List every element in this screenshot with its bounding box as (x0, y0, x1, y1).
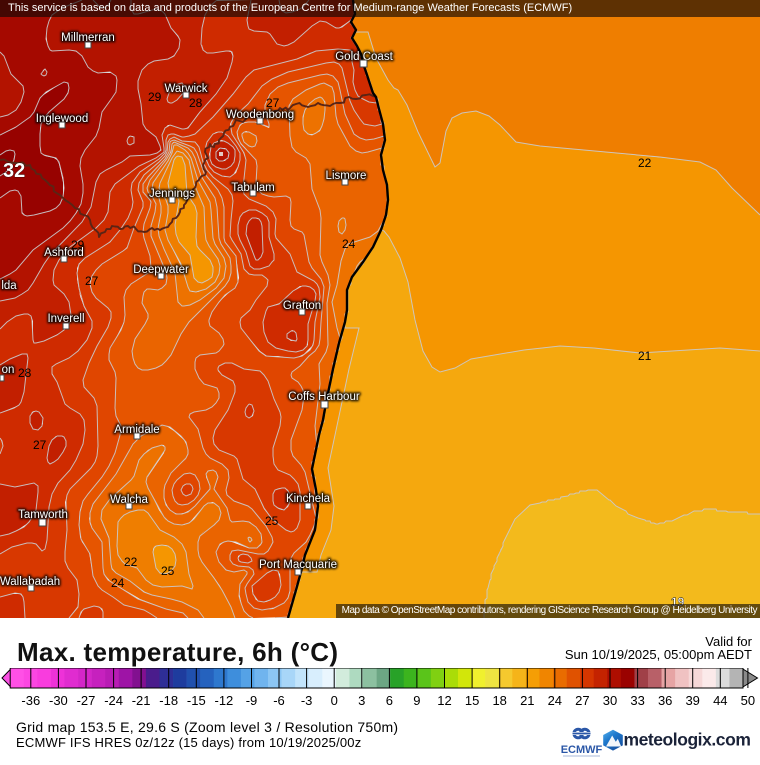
svg-text:ECMWF: ECMWF (561, 744, 603, 756)
svg-text:21: 21 (520, 693, 534, 708)
svg-text:Woodenbong: Woodenbong (226, 109, 294, 121)
svg-text:18: 18 (492, 693, 506, 708)
svg-text:Armidale: Armidale (114, 424, 159, 436)
svg-text:Kinchela: Kinchela (286, 493, 331, 505)
svg-text:meteologix.com: meteologix.com (624, 730, 751, 750)
svg-text:22: 22 (124, 555, 138, 569)
svg-text:Deepwater: Deepwater (133, 264, 189, 276)
svg-text:Port Macquarie: Port Macquarie (259, 559, 337, 571)
svg-text:Armidale: Armidale (114, 424, 159, 436)
svg-text:Tabulam: Tabulam (231, 182, 274, 194)
svg-text:Lismore: Lismore (326, 170, 367, 182)
svg-text:Coffs Harbour: Coffs Harbour (288, 391, 360, 403)
svg-text:Walcha: Walcha (110, 494, 149, 506)
svg-text:Tamworth: Tamworth (18, 509, 68, 521)
svg-text:39: 39 (685, 693, 699, 708)
svg-text:-36: -36 (21, 693, 40, 708)
svg-text:32: 32 (3, 160, 25, 182)
svg-text:Warwick: Warwick (164, 83, 207, 95)
svg-text:-15: -15 (187, 693, 206, 708)
svg-text:lda: lda (1, 280, 17, 292)
svg-text:Wallabadah: Wallabadah (0, 576, 60, 588)
svg-text:-21: -21 (132, 693, 151, 708)
svg-text:Jennings: Jennings (149, 188, 195, 200)
svg-text:29: 29 (71, 238, 85, 252)
svg-text:24: 24 (548, 693, 562, 708)
svg-text:33: 33 (630, 693, 644, 708)
svg-text:Ashford: Ashford (44, 247, 84, 259)
svg-text:Millmerran: Millmerran (61, 32, 115, 44)
svg-text:on: on (2, 364, 15, 376)
svg-text:Walcha: Walcha (110, 494, 149, 506)
svg-text:22: 22 (638, 156, 652, 170)
svg-text:21: 21 (638, 349, 652, 363)
svg-text:-30: -30 (49, 693, 68, 708)
svg-text:-12: -12 (215, 693, 234, 708)
svg-text:3: 3 (358, 693, 365, 708)
svg-text:Gold Coast: Gold Coast (335, 51, 393, 63)
svg-text:0: 0 (331, 693, 338, 708)
svg-text:Gold Coast: Gold Coast (335, 51, 393, 63)
svg-text:27: 27 (575, 693, 589, 708)
svg-text:Inverell: Inverell (47, 313, 84, 325)
svg-text:25: 25 (161, 564, 175, 578)
svg-text:Tamworth: Tamworth (18, 509, 68, 521)
svg-text:on: on (2, 364, 15, 376)
svg-text:25: 25 (265, 514, 279, 528)
svg-text:24: 24 (111, 576, 125, 590)
svg-text:27: 27 (266, 96, 280, 110)
svg-text:-6: -6 (273, 693, 285, 708)
svg-text:Coffs Harbour: Coffs Harbour (288, 391, 360, 403)
svg-text:30: 30 (603, 693, 617, 708)
svg-text:Ashford: Ashford (44, 247, 84, 259)
svg-text:Grafton: Grafton (283, 300, 321, 312)
svg-text:lda: lda (1, 280, 17, 292)
svg-text:15: 15 (465, 693, 479, 708)
svg-text:-18: -18 (159, 693, 178, 708)
svg-text:Port Macquarie: Port Macquarie (259, 559, 337, 571)
svg-text:44: 44 (713, 693, 727, 708)
svg-text:Inverell: Inverell (47, 313, 84, 325)
svg-text:Millmerran: Millmerran (61, 32, 115, 44)
svg-text:Deepwater: Deepwater (133, 264, 189, 276)
svg-text:Warwick: Warwick (164, 83, 207, 95)
svg-text:9: 9 (413, 693, 420, 708)
svg-text:24: 24 (342, 237, 356, 251)
svg-text:Kinchela: Kinchela (286, 493, 331, 505)
svg-text:36: 36 (658, 693, 672, 708)
svg-text:27: 27 (85, 274, 99, 288)
svg-text:6: 6 (386, 693, 393, 708)
svg-text:Grafton: Grafton (283, 300, 321, 312)
svg-text:28: 28 (18, 366, 32, 380)
svg-text:12: 12 (437, 693, 451, 708)
svg-text:Wallabadah: Wallabadah (0, 576, 60, 588)
svg-text:-3: -3 (301, 693, 313, 708)
svg-text:-27: -27 (77, 693, 96, 708)
svg-text:Jennings: Jennings (149, 188, 195, 200)
svg-text:Lismore: Lismore (326, 170, 367, 182)
svg-text:27: 27 (33, 438, 47, 452)
svg-text:28: 28 (189, 96, 203, 110)
svg-text:-9: -9 (246, 693, 258, 708)
svg-text:Inglewood: Inglewood (36, 113, 88, 125)
svg-text:29: 29 (148, 90, 162, 104)
svg-text:Woodenbong: Woodenbong (226, 109, 294, 121)
svg-text:Inglewood: Inglewood (36, 113, 88, 125)
svg-text:50: 50 (741, 693, 755, 708)
svg-text:Tabulam: Tabulam (231, 182, 274, 194)
svg-text:-24: -24 (104, 693, 123, 708)
